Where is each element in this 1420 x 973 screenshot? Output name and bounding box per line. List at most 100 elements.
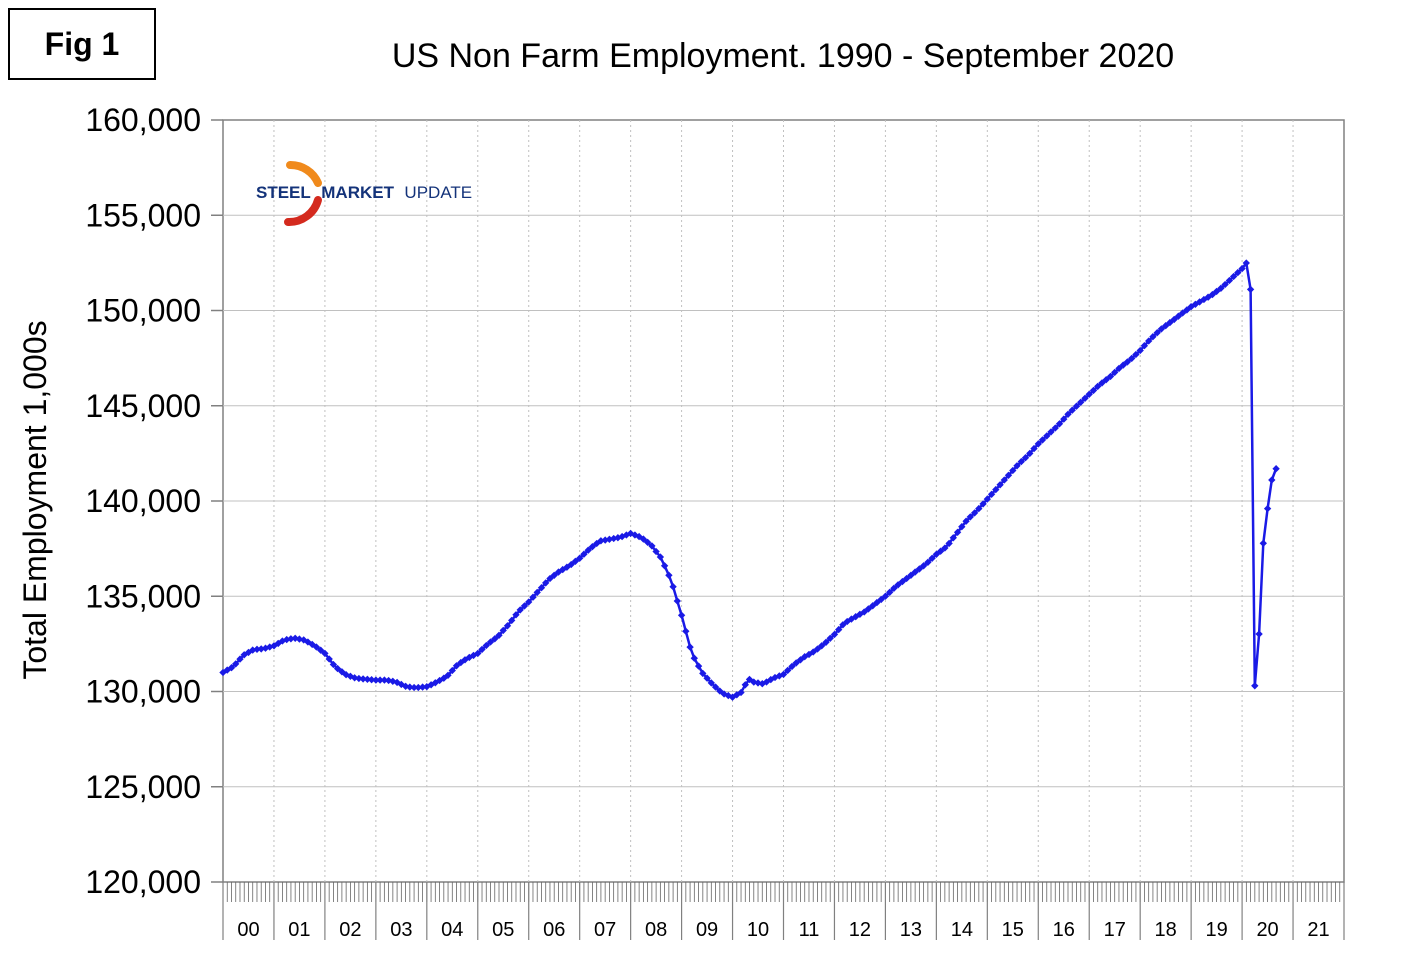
x-category-label: 18 — [1155, 919, 1177, 941]
data-point — [970, 509, 979, 517]
x-category-label: 19 — [1205, 919, 1227, 941]
data-point — [495, 631, 503, 639]
data-point — [367, 676, 376, 684]
data-point — [665, 571, 673, 579]
logo-swoosh-red — [284, 196, 322, 226]
data-point — [711, 683, 720, 691]
x-category-label: 09 — [696, 919, 718, 941]
data-point — [818, 642, 826, 650]
data-point — [699, 669, 707, 678]
data-point — [482, 641, 490, 650]
data-point — [533, 588, 541, 597]
x-category-label: 15 — [1002, 919, 1024, 941]
data-point — [784, 666, 792, 675]
data-point — [936, 547, 945, 555]
data-point — [1017, 457, 1025, 466]
data-point — [355, 674, 363, 683]
data-point — [830, 630, 839, 639]
data-point — [886, 588, 894, 596]
data-point — [996, 481, 1004, 489]
data-point — [648, 542, 656, 550]
data-point — [864, 605, 873, 613]
y-tick-label: 125,000 — [85, 769, 201, 805]
data-point — [406, 683, 414, 691]
logo-word-market: MARKET — [321, 183, 394, 202]
data-point — [1004, 471, 1013, 479]
data-point — [1234, 268, 1242, 277]
x-category-label: 01 — [288, 919, 310, 941]
x-category-label: 20 — [1256, 919, 1278, 941]
series-markers — [219, 259, 1280, 701]
x-category-label: 06 — [543, 919, 565, 941]
data-point — [312, 643, 321, 651]
data-point — [949, 534, 957, 542]
data-point — [877, 595, 885, 604]
data-point — [1000, 476, 1008, 484]
data-point — [584, 546, 592, 554]
figure-label: Fig 1 — [8, 8, 156, 80]
x-category-label: 21 — [1307, 919, 1329, 941]
data-point — [520, 602, 529, 610]
data-point — [962, 517, 970, 525]
x-category-label: 02 — [339, 919, 361, 941]
data-point — [499, 626, 507, 635]
y-tick-label: 140,000 — [85, 483, 201, 519]
data-point — [788, 662, 796, 671]
y-tick-label: 130,000 — [85, 674, 201, 710]
data-point — [737, 688, 745, 697]
logo-wordmark: STEEL MARKET UPDATE — [256, 183, 472, 202]
data-point — [546, 574, 554, 583]
data-point — [911, 568, 919, 576]
x-category-label: 05 — [492, 919, 514, 941]
data-point — [1217, 284, 1225, 292]
data-point — [1051, 424, 1059, 432]
data-point — [1085, 390, 1093, 398]
data-point — [694, 662, 703, 670]
data-point — [1081, 394, 1089, 402]
data-point — [677, 611, 686, 619]
x-category-label: 13 — [900, 919, 922, 941]
data-point — [1043, 432, 1051, 440]
data-point — [567, 560, 575, 569]
x-category-label: 08 — [645, 919, 667, 941]
data-point — [919, 562, 928, 570]
data-point — [287, 635, 295, 643]
data-point — [512, 611, 520, 619]
data-point — [813, 645, 822, 653]
data-point — [703, 674, 711, 682]
data-point — [418, 683, 427, 691]
data-point — [690, 654, 698, 662]
x-category-label: 10 — [747, 919, 769, 941]
data-point — [839, 621, 847, 629]
data-point — [516, 606, 524, 614]
data-point — [983, 495, 991, 503]
data-point — [890, 584, 898, 592]
data-point — [321, 649, 329, 658]
x-category-label: 16 — [1053, 919, 1075, 941]
data-point — [1009, 466, 1017, 475]
logo-word-steel: STEEL — [256, 183, 311, 202]
data-point — [1055, 420, 1064, 428]
data-point — [1255, 630, 1263, 638]
data-point — [822, 638, 830, 646]
data-point — [835, 625, 843, 634]
y-tick-label: 120,000 — [85, 864, 201, 900]
data-point — [792, 659, 800, 667]
data-point — [588, 543, 597, 551]
data-point — [945, 539, 953, 548]
data-point — [452, 662, 461, 670]
x-category-label: 04 — [441, 919, 463, 941]
y-tick-label: 145,000 — [85, 388, 201, 424]
data-point — [372, 676, 380, 684]
data-point — [907, 571, 915, 579]
x-category-label: 00 — [237, 919, 259, 941]
data-point — [232, 660, 240, 668]
data-point — [924, 558, 932, 566]
data-point — [1064, 410, 1072, 418]
data-point — [1077, 398, 1085, 406]
logo-swoosh-orange — [286, 160, 322, 187]
data-point — [826, 634, 834, 642]
data-point — [902, 574, 911, 583]
x-axis-categories: 00 01 02 03 04 05 06 07 08 09 10 11 12 13 14 15 16 17 18 19… — [222, 882, 1345, 941]
data-point — [1034, 440, 1042, 448]
